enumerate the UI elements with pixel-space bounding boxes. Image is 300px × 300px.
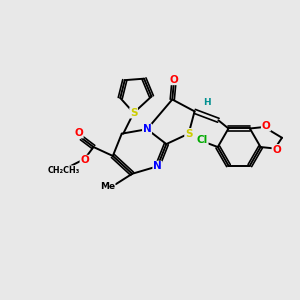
Text: O: O: [80, 155, 89, 165]
Text: CH₂CH₃: CH₂CH₃: [48, 166, 80, 175]
Text: S: S: [130, 108, 137, 118]
Text: S: S: [185, 129, 192, 139]
Text: N: N: [153, 161, 162, 171]
Text: O: O: [74, 128, 83, 138]
Text: O: O: [262, 121, 270, 131]
Text: O: O: [169, 75, 178, 85]
Text: Me: Me: [100, 182, 115, 191]
Text: Cl: Cl: [197, 135, 208, 145]
Text: H: H: [203, 98, 210, 107]
Text: O: O: [272, 145, 281, 155]
Text: N: N: [143, 124, 152, 134]
